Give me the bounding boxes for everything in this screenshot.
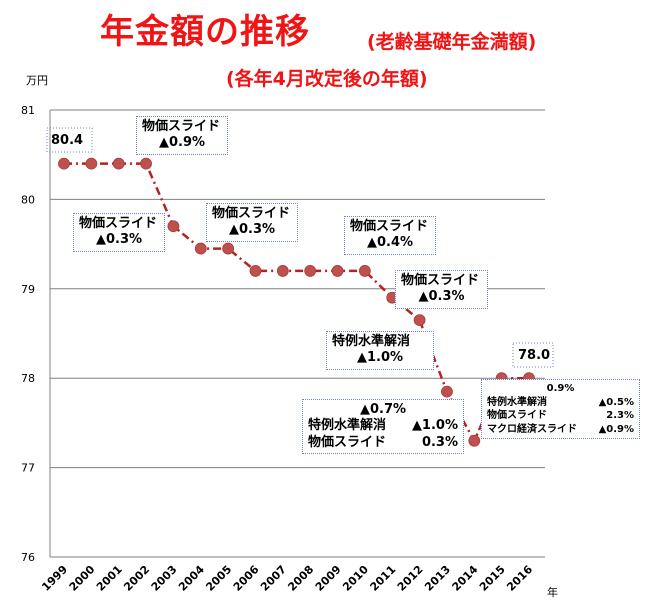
callout-2012-rate: ▲0.3% — [418, 289, 465, 305]
callout-2010-reason: 物価スライド — [350, 219, 429, 234]
first-point-value-label: 80.4 — [51, 133, 84, 148]
data-point-2002 — [140, 157, 152, 170]
callout-2015-row-special-value: ▲0.5% — [598, 396, 634, 408]
data-point-2003 — [167, 220, 180, 233]
callout-2015: 0.9% 特例水準解消 ▲0.5% 物価スライド 2.3% マクロ経済スライド … — [481, 379, 640, 439]
x-tick-label-2015: 2015 — [477, 563, 508, 594]
callout-2014-total: ▲0.7% — [359, 402, 407, 417]
y-tick-label-81: 81 — [21, 104, 35, 117]
callout-2013: 特例水準解消 ▲1.0% — [326, 331, 434, 370]
callout-2015-row-macro: マクロ経済スライド ▲0.9% — [487, 423, 634, 437]
x-tick-label-2013: 2013 — [422, 563, 453, 594]
x-tick-label-2014: 2014 — [450, 563, 481, 594]
x-tick-label-1999: 1999 — [39, 563, 70, 594]
callout-2015-total: 0.9% — [546, 383, 575, 394]
chart-title: 年金額の推移 — [100, 12, 310, 52]
data-point-2005 — [222, 242, 235, 255]
x-tick-label-2006: 2006 — [231, 563, 262, 594]
first-point-label-box — [46, 127, 93, 153]
y-axis-unit-label: 万円 — [26, 74, 48, 87]
callout-2014-row-price-value: 0.3% — [421, 434, 458, 450]
x-tick-label-2001: 2001 — [94, 563, 125, 594]
callout-2012: 物価スライド ▲0.3% — [395, 270, 488, 309]
x-axis-unit-label: 年 — [547, 586, 558, 599]
x-tick-label-2012: 2012 — [395, 563, 426, 594]
data-point-2001 — [112, 157, 125, 170]
x-tick-label-2005: 2005 — [203, 563, 234, 594]
last-point-value-label: 78.0 — [518, 348, 551, 363]
callout-2012-reason: 物価スライド — [401, 273, 480, 288]
x-tick-label-2010: 2010 — [340, 563, 371, 594]
x-tick-label-2016: 2016 — [504, 563, 535, 594]
x-tick-label-2011: 2011 — [368, 563, 399, 594]
data-point-2008 — [304, 265, 317, 277]
y-tick-label-80: 80 — [21, 193, 35, 206]
data-point-2012 — [413, 314, 426, 326]
callout-2015-row-special: 特例水準解消 ▲0.5% — [487, 396, 634, 410]
callout-2005: 物価スライド ▲0.3% — [206, 203, 298, 242]
callout-2014-row-special: 特例水準解消 ▲1.0% — [308, 418, 458, 434]
chart-subtitle-series: (老齢基礎年金満額) — [367, 31, 537, 53]
x-tick-label-2007: 2007 — [258, 563, 289, 594]
data-point-2013 — [441, 385, 453, 398]
callout-2014-row-special-label: 特例水準解消 — [308, 418, 387, 434]
callout-2005-reason: 物価スライド — [212, 206, 291, 221]
callout-2015-row-macro-value: ▲0.9% — [598, 423, 634, 435]
chart-subtitle-note: (各年4月改定後の年額) — [226, 68, 428, 90]
callout-2015-row-price-value: 2.3% — [606, 410, 634, 421]
callout-2015-row-macro-label: マクロ経済スライド — [487, 423, 577, 435]
callout-2014-row-price: 物価スライド 0.3% — [308, 435, 458, 451]
data-point-2010 — [358, 265, 371, 277]
y-tick-label-76: 76 — [21, 551, 35, 564]
callout-2013-reason: 特例水準解消 — [332, 334, 411, 349]
callout-2014: ▲0.7% 特例水準解消 ▲1.0% 物価スライド 0.3% — [302, 399, 464, 454]
callout-2013-rate: ▲1.0% — [356, 350, 404, 366]
data-point-2014 — [468, 434, 481, 447]
callout-2010: 物価スライド ▲0.4% — [344, 216, 436, 255]
data-point-2009 — [331, 265, 344, 277]
callout-2002: 物価スライド ▲0.9% — [136, 116, 228, 155]
x-tick-label-2004: 2004 — [176, 563, 207, 594]
callout-2003: 物価スライド ▲0.3% — [73, 213, 165, 252]
callout-2015-row-price-label: 物価スライド — [487, 410, 547, 421]
callout-2014-row-price-label: 物価スライド — [308, 434, 387, 450]
x-tick-label-2009: 2009 — [313, 563, 344, 594]
x-tick-label-2000: 2000 — [67, 563, 98, 594]
x-tick-label-2002: 2002 — [121, 563, 152, 594]
callout-2005-rate: ▲0.3% — [228, 222, 276, 238]
callout-2015-row-special-label: 特例水準解消 — [487, 396, 547, 408]
x-tick-label-2003: 2003 — [149, 563, 180, 594]
callout-2014-row-special-value: ▲1.0% — [411, 418, 458, 434]
data-point-2000 — [85, 157, 98, 170]
data-point-2006 — [249, 265, 262, 277]
callout-2002-reason: 物価スライド — [142, 119, 221, 134]
last-point-label-box — [512, 342, 554, 368]
y-tick-label-78: 78 — [21, 372, 35, 385]
callout-2003-reason: 物価スライド — [79, 216, 158, 231]
y-tick-label-79: 79 — [21, 283, 35, 296]
callout-2002-rate: ▲0.9% — [158, 135, 206, 151]
data-point-1999 — [58, 157, 70, 170]
callout-2015-row-price: 物価スライド 2.3% — [487, 409, 634, 423]
data-point-2004 — [194, 242, 207, 255]
y-tick-label-77: 77 — [21, 462, 35, 475]
callout-2010-rate: ▲0.4% — [366, 235, 414, 251]
data-point-2007 — [276, 265, 289, 277]
callout-2003-rate: ▲0.3% — [95, 232, 143, 248]
x-tick-label-2008: 2008 — [285, 563, 316, 594]
